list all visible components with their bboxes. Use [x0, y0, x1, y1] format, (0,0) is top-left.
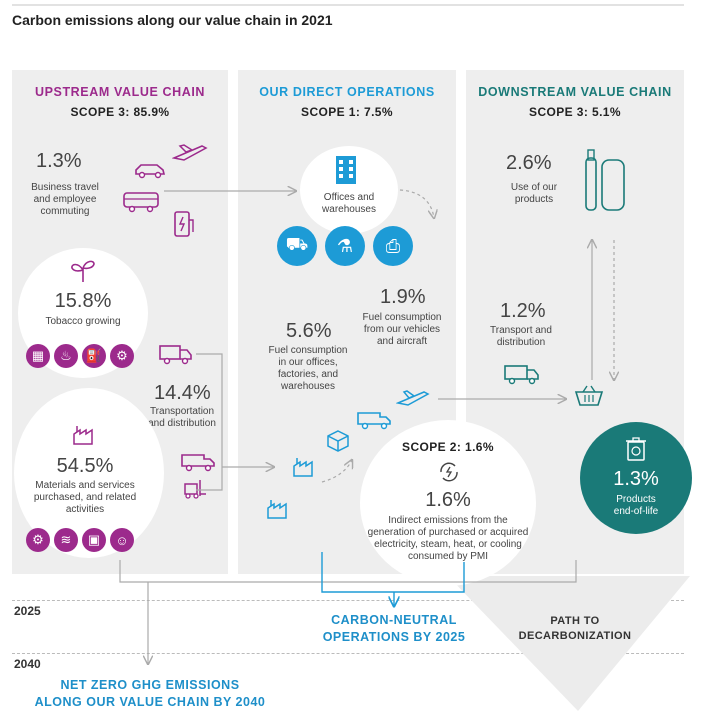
microscope-icon: ⚗: [325, 226, 365, 266]
greenhouse-icon: ▦: [26, 344, 50, 368]
eol-label: Products end-of-life: [613, 494, 659, 517]
tobacco-icon-row: ▦ ♨ ⛽ ⚙: [26, 344, 134, 368]
downstream-scope: SCOPE 3: 5.1%: [529, 105, 621, 119]
eol-pct: 1.3%: [613, 468, 659, 490]
direct-factory-icon-1: [292, 456, 316, 483]
downstream-transport-pct: 1.2%: [500, 300, 546, 322]
milestone-2040-line: [12, 653, 684, 654]
recycle-bin-icon: [624, 436, 648, 467]
direct-factory-icon-2: [266, 498, 290, 525]
car-icon: [133, 160, 167, 185]
downstream-heading: DOWNSTREAM VALUE CHAIN: [478, 85, 672, 99]
direct-heading: OUR DIRECT OPERATIONS: [259, 85, 435, 99]
scope2-pct: 1.6%: [425, 489, 471, 511]
downstream-truck-icon: [503, 363, 541, 392]
tobacco-label: Tobacco growing: [45, 316, 121, 327]
vehicles-label: Fuel consumption from our vehicles and a…: [362, 312, 442, 347]
plane-icon: [171, 140, 208, 169]
materials-icon-row: ⚙ ≋ ▣ ☺: [26, 528, 134, 552]
box-icon: [326, 429, 350, 458]
net-zero-goal: NET ZERO GHG EMISSIONS ALONG OUR VALUE C…: [34, 678, 266, 709]
fire-icon: ♨: [54, 344, 78, 368]
offices-label: Offices and warehouses: [322, 192, 376, 215]
truck-icon: [158, 343, 194, 372]
ev-charger-icon: [172, 210, 196, 245]
year-2025: 2025: [14, 604, 41, 618]
heated-tobacco-device-icon: [582, 148, 630, 217]
gear-icon: ⚙: [26, 528, 50, 552]
page-title: Carbon emissions along our value chain i…: [12, 12, 333, 28]
energy-cycle-icon: [436, 460, 462, 489]
fuel-pct: 5.6%: [286, 320, 332, 342]
transport-pct: 14.4%: [154, 382, 211, 404]
downstream-transport-label: Transport and distribution: [490, 325, 552, 348]
upstream-scope: SCOPE 3: 85.9%: [70, 105, 170, 119]
direct-van-icon: [356, 409, 392, 436]
hand-truck-icon: ⛟: [277, 226, 317, 266]
transport-label: Transportation and distribution: [148, 406, 216, 429]
basket-icon: [574, 385, 604, 412]
carbon-neutral-goal: CARBON-NEUTRAL OPERATIONS BY 2025: [322, 613, 466, 644]
upstream-heading: UPSTREAM VALUE CHAIN: [34, 85, 206, 99]
tobacco-pct: 15.8%: [54, 290, 112, 312]
van-icon: [180, 451, 216, 478]
direct-scope: SCOPE 1: 7.5%: [301, 105, 393, 119]
plant-icon: [68, 258, 98, 289]
vehicles-pct: 1.9%: [380, 286, 426, 308]
tractor-icon: ⚙: [110, 344, 134, 368]
scope2-label: Indirect emissions from the generation o…: [367, 515, 529, 562]
bus-icon: [122, 190, 162, 219]
fuel-label: Fuel consumption in our offices, factori…: [268, 345, 348, 392]
offices-icon-row: ⛟ ⚗ ⎙: [277, 226, 413, 266]
year-2040: 2040: [14, 657, 41, 671]
direct-plane-icon: [395, 387, 430, 414]
milestone-2025-line: [12, 600, 684, 601]
scope2-heading: SCOPE 2: 1.6%: [402, 440, 494, 454]
business-travel-pct: 1.3%: [36, 150, 82, 172]
factory-icon: [72, 424, 96, 451]
forklift-icon: [182, 478, 208, 505]
use-pct: 2.6%: [506, 152, 552, 174]
package-icon: ▣: [82, 528, 106, 552]
top-rule: [12, 4, 684, 6]
materials-label: Materials and services purchased, and re…: [33, 480, 137, 515]
office-building-icon: [333, 154, 359, 191]
layers-icon: ≋: [54, 528, 78, 552]
path-to-decarbonization: PATH TO DECARBONIZATION: [518, 615, 632, 642]
computer-icon: ⎙: [373, 226, 413, 266]
materials-pct: 54.5%: [56, 455, 114, 477]
use-label: Use of our products: [510, 182, 558, 205]
fuel-icon: ⛽: [82, 344, 106, 368]
business-travel-label: Business travel and employee commuting: [31, 182, 99, 217]
head-gear-icon: ☺: [110, 528, 134, 552]
